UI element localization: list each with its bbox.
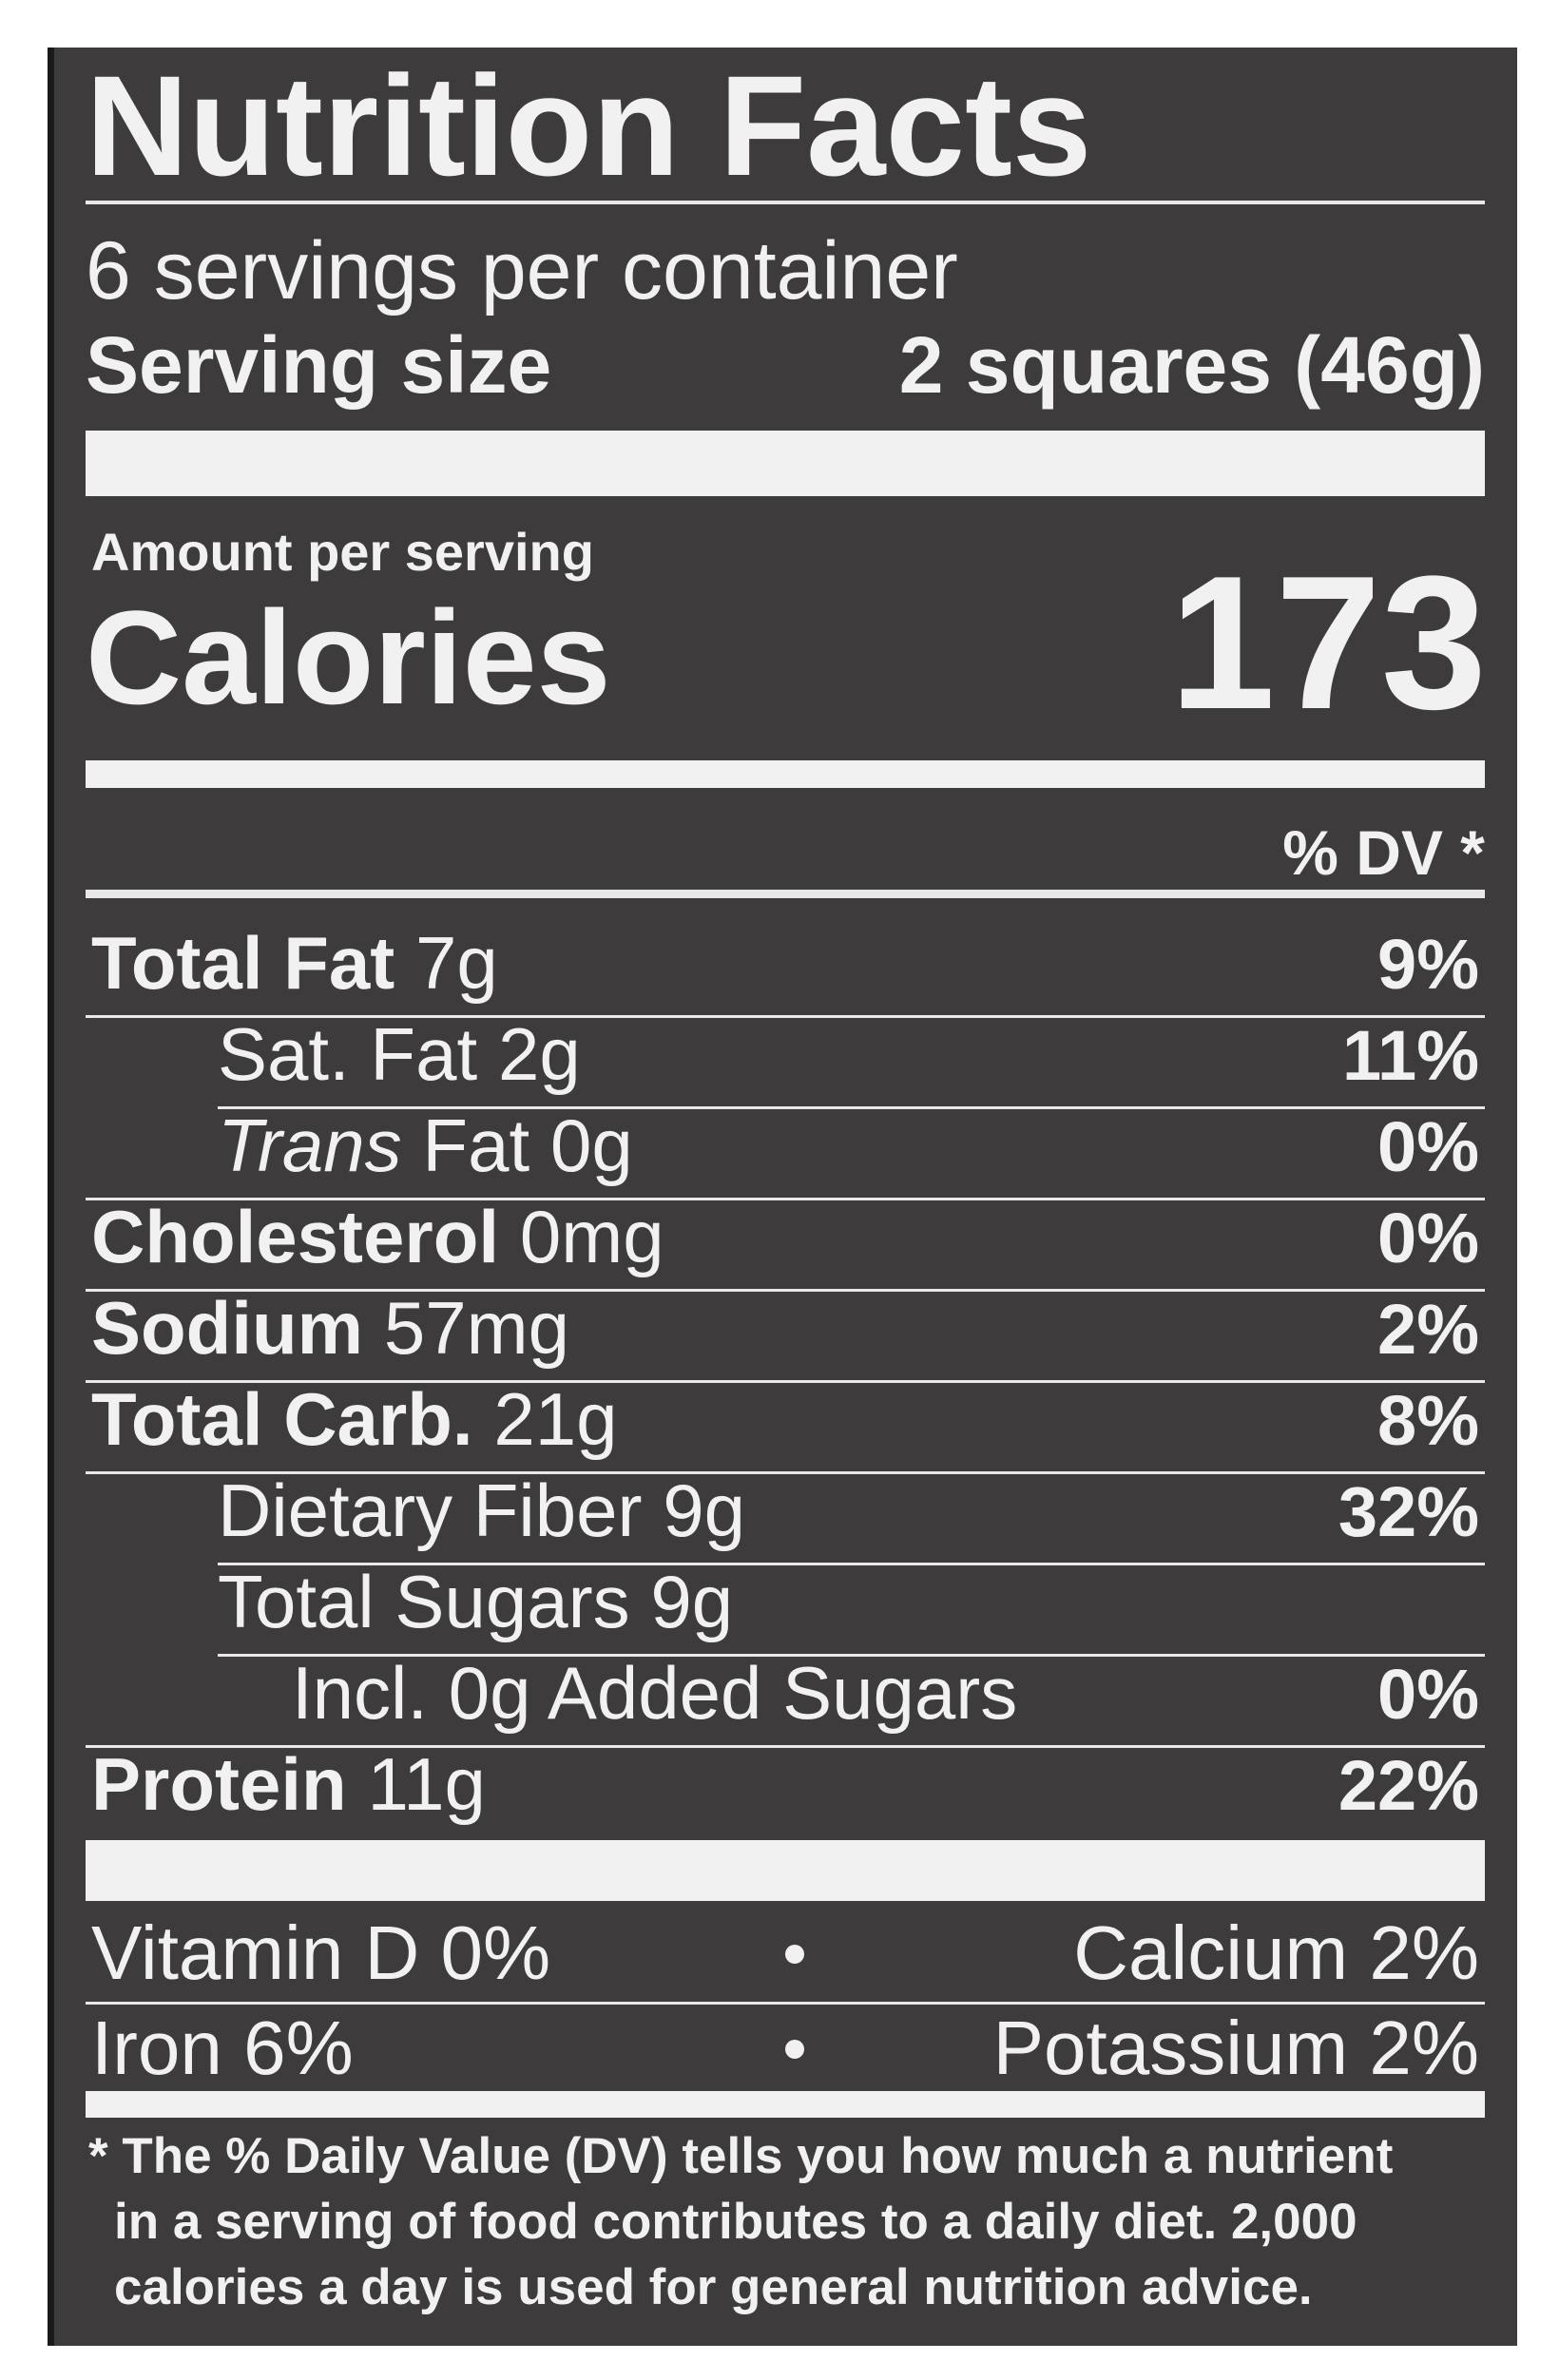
nutrient-amount: 2g: [498, 1012, 581, 1096]
footnote-line: calories a day is used for general nutri…: [114, 2259, 1313, 2315]
nutrient-name: Fat: [422, 1104, 529, 1187]
nutrient-name: Sat. Fat: [218, 1012, 477, 1096]
nutrient-name: Cholesterol: [91, 1195, 499, 1278]
nutrient-dv: 0%: [1377, 1655, 1479, 1734]
bullet: [785, 1945, 804, 1964]
nutrient-label: Total Carb. 21g: [91, 1377, 618, 1461]
bullet: [785, 2040, 804, 2059]
nutrient-amount: 7g: [415, 921, 498, 1005]
dv-header: % DV *: [1282, 817, 1485, 888]
vitamin-right: Calcium 2%: [1073, 1910, 1479, 1995]
nutrient-label: Total Fat 7g: [91, 921, 498, 1005]
rule: [86, 1471, 1485, 1474]
rule: [86, 890, 1485, 898]
nutrient-dv: 11%: [1342, 1016, 1479, 1095]
nutrient-amount: 0g: [550, 1104, 633, 1187]
rule: [86, 1380, 1485, 1383]
rule: [86, 1745, 1485, 1748]
nutrient-label: Sat. Fat 2g: [218, 1012, 581, 1096]
footnote-line: in a serving of food contributes to a da…: [114, 2194, 1357, 2250]
nutrient-label: Cholesterol 0mg: [91, 1195, 664, 1278]
vitamin-right: Potassium 2%: [993, 2006, 1479, 2090]
vitamins: Vitamin D 0% Calcium 2% Iron 6% Potassium 2…: [86, 1910, 1485, 2090]
nutrient-dv: 22%: [1338, 1746, 1479, 1825]
title: Nutrition Facts: [86, 46, 1091, 205]
thick-bar: [86, 1840, 1485, 1901]
vitamin-left: Iron 6%: [91, 2006, 354, 2090]
serving-size-label: Serving size: [86, 320, 551, 410]
footnote-line: * The % Daily Value (DV) tells you how m…: [88, 2128, 1393, 2184]
nutrient-rows: Total Fat 7g 9% Sat. Fat 2g 11% Trans Fat 0g 0% Ch…: [86, 921, 1485, 1826]
nutrient-amount: 0mg: [520, 1195, 664, 1278]
thick-bar: [86, 2091, 1485, 2118]
nutrient-name: Incl. 0g Added Sugars: [292, 1651, 1017, 1735]
nutrient-label: Trans Fat 0g: [218, 1104, 633, 1187]
nutrient-label: Total Sugars 9g: [218, 1560, 733, 1643]
nutrient-dv: 9%: [1377, 925, 1479, 1004]
nutrient-amount: 57mg: [384, 1286, 569, 1370]
rule: [86, 1015, 1485, 1018]
rule: [86, 1289, 1485, 1292]
nutrient-amount: 9g: [650, 1560, 733, 1643]
nutrient-dv: 0%: [1377, 1107, 1479, 1186]
calories-label: Calories: [86, 583, 610, 732]
nutrient-name: Sodium: [91, 1286, 363, 1370]
nutrient-label: Dietary Fiber 9g: [218, 1468, 745, 1552]
thick-bar: [86, 431, 1485, 496]
nutrient-name: Dietary Fiber: [218, 1468, 642, 1552]
rule: [86, 2002, 1485, 2005]
rule: [86, 201, 1485, 204]
rule: [218, 1654, 1485, 1657]
footnote: * The % Daily Value (DV) tells you how m…: [88, 2128, 1393, 2315]
calories-value: 173: [1169, 537, 1487, 749]
nutrient-dv: 2%: [1377, 1290, 1479, 1369]
amount-per-serving: Amount per serving: [91, 522, 594, 582]
nutrient-amount: 21g: [493, 1377, 617, 1461]
nutrient-name: Total Carb.: [91, 1377, 473, 1461]
nutrient-label: Protein 11g: [91, 1742, 486, 1826]
rule: [218, 1106, 1485, 1109]
vitamin-left: Vitamin D 0%: [91, 1910, 550, 1995]
nutrient-dv: 0%: [1377, 1199, 1479, 1277]
nutrient-name: Protein: [91, 1742, 347, 1826]
panel-edge: [48, 48, 54, 2346]
thick-bar: [86, 760, 1485, 788]
serving-size-value: 2 squares (46g): [899, 320, 1485, 410]
nutrient-dv: 8%: [1377, 1381, 1479, 1460]
nutrient-amount: 9g: [663, 1468, 745, 1552]
nutrient-dv: 32%: [1338, 1472, 1479, 1551]
nutrient-label: Incl. 0g Added Sugars: [292, 1651, 1017, 1735]
nutrient-name: Total Sugars: [218, 1560, 630, 1643]
rule: [218, 1563, 1485, 1565]
nutrient-label: Sodium 57mg: [91, 1286, 569, 1370]
nutrient-name-italic: Trans: [218, 1104, 402, 1187]
rule: [86, 1198, 1485, 1200]
nutrient-name: Total Fat: [91, 921, 395, 1005]
nutrient-amount: 11g: [368, 1742, 486, 1826]
servings: 6 servings per container: [86, 225, 958, 317]
